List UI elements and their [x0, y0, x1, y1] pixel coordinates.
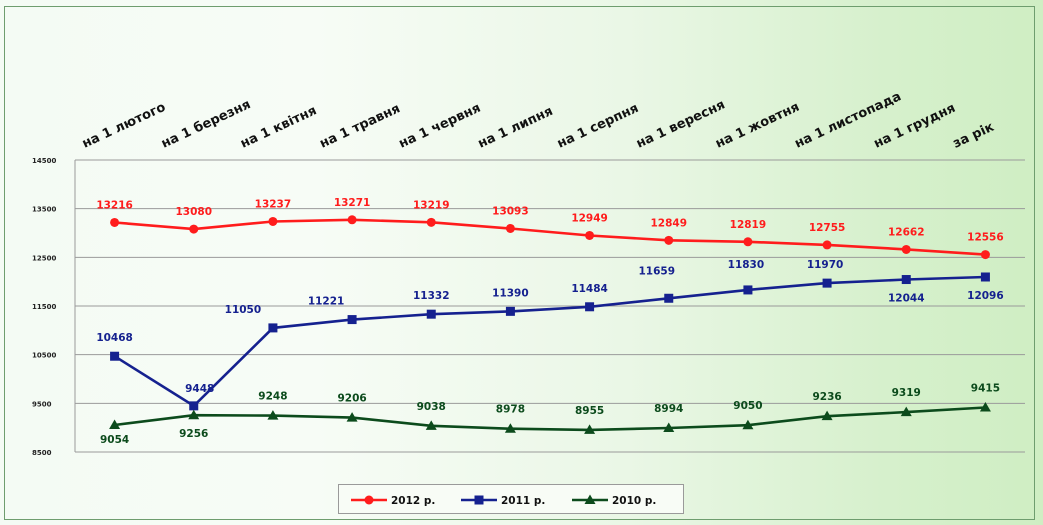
- data-point: [267, 410, 279, 420]
- data-label: 9054: [100, 434, 129, 446]
- data-label: 11659: [638, 265, 675, 277]
- data-label: 9448: [185, 383, 214, 395]
- legend: [338, 484, 684, 514]
- data-point: [347, 315, 357, 325]
- legend-label: 2010 р.: [612, 495, 656, 507]
- data-point: [663, 422, 675, 432]
- data-label: 9038: [417, 401, 446, 413]
- data-label: 12044: [888, 293, 925, 305]
- data-label: 13093: [492, 205, 529, 217]
- data-point: [504, 423, 516, 433]
- data-point: [900, 406, 912, 417]
- legend-label: 2012 р.: [391, 495, 435, 507]
- data-label: 12662: [888, 226, 925, 238]
- data-point: [980, 250, 990, 260]
- data-point: [821, 410, 833, 421]
- data-label: 13219: [413, 199, 450, 211]
- data-point: [189, 224, 199, 234]
- data-label: 9236: [812, 391, 841, 403]
- data-label: 11221: [308, 296, 345, 308]
- data-point: [822, 278, 832, 288]
- data-label: 10468: [96, 332, 133, 344]
- chart-border: [4, 6, 1035, 520]
- data-point: [426, 217, 436, 227]
- data-label: 11390: [492, 287, 529, 299]
- data-label: 13216: [96, 199, 133, 211]
- data-point: [585, 230, 595, 240]
- data-point: [268, 216, 278, 226]
- y-tick-label: 9500: [32, 400, 52, 408]
- data-point: [425, 420, 437, 430]
- data-point: [505, 223, 515, 233]
- data-point: [743, 237, 753, 247]
- data-point: [664, 293, 674, 303]
- y-tick-label: 8500: [32, 449, 52, 457]
- data-point: [664, 235, 674, 245]
- data-label: 13080: [175, 206, 212, 218]
- data-point: [743, 285, 753, 295]
- data-point: [585, 302, 595, 312]
- data-label: 13237: [255, 198, 292, 210]
- data-label: 11050: [225, 304, 262, 316]
- data-label: 12096: [967, 290, 1004, 302]
- data-label: 11970: [807, 259, 844, 271]
- data-label: 11830: [728, 259, 765, 271]
- data-label: 11484: [571, 283, 608, 295]
- data-point: [109, 419, 121, 430]
- data-label: 9256: [179, 428, 208, 440]
- data-label: 12819: [730, 219, 767, 231]
- data-label: 13271: [334, 197, 371, 209]
- data-label: 12556: [967, 232, 1004, 244]
- data-label: 9248: [258, 391, 287, 403]
- data-label: 8955: [575, 405, 604, 417]
- data-point: [110, 217, 120, 227]
- y-tick-label: 11500: [32, 303, 56, 311]
- y-tick-label: 13500: [32, 206, 56, 214]
- data-point: [980, 272, 990, 282]
- y-tick-label: 12500: [32, 254, 56, 262]
- data-label: 12849: [650, 217, 687, 229]
- data-point: [110, 351, 120, 361]
- data-label: 8994: [654, 403, 683, 415]
- data-label: 8978: [496, 404, 525, 416]
- data-point: [584, 424, 596, 434]
- legend-marker: [364, 495, 374, 505]
- series-line-1: [113, 275, 986, 408]
- data-point: [347, 215, 357, 225]
- data-label: 9319: [892, 387, 921, 399]
- data-point: [505, 306, 515, 316]
- series-line-0: [114, 218, 986, 256]
- data-point: [426, 309, 436, 319]
- legend-marker: [474, 495, 484, 505]
- data-point: [901, 244, 911, 254]
- data-label: 12949: [571, 212, 608, 224]
- data-label: 9206: [337, 393, 366, 405]
- legend-label: 2011 р.: [501, 495, 545, 507]
- y-tick-label: 14500: [32, 157, 56, 165]
- data-point: [268, 323, 278, 333]
- data-point: [979, 401, 991, 412]
- series-line-2: [114, 406, 986, 432]
- data-point: [822, 240, 832, 250]
- legend-marker: [584, 494, 596, 504]
- data-point: [188, 409, 200, 420]
- y-tick-label: 10500: [32, 352, 56, 360]
- data-point: [901, 275, 911, 285]
- data-point: [346, 412, 358, 422]
- data-label: 9415: [971, 382, 1000, 394]
- data-label: 9050: [733, 400, 762, 412]
- data-point: [742, 419, 754, 430]
- data-label: 11332: [413, 290, 450, 302]
- data-point: [189, 401, 199, 411]
- data-label: 12755: [809, 222, 846, 234]
